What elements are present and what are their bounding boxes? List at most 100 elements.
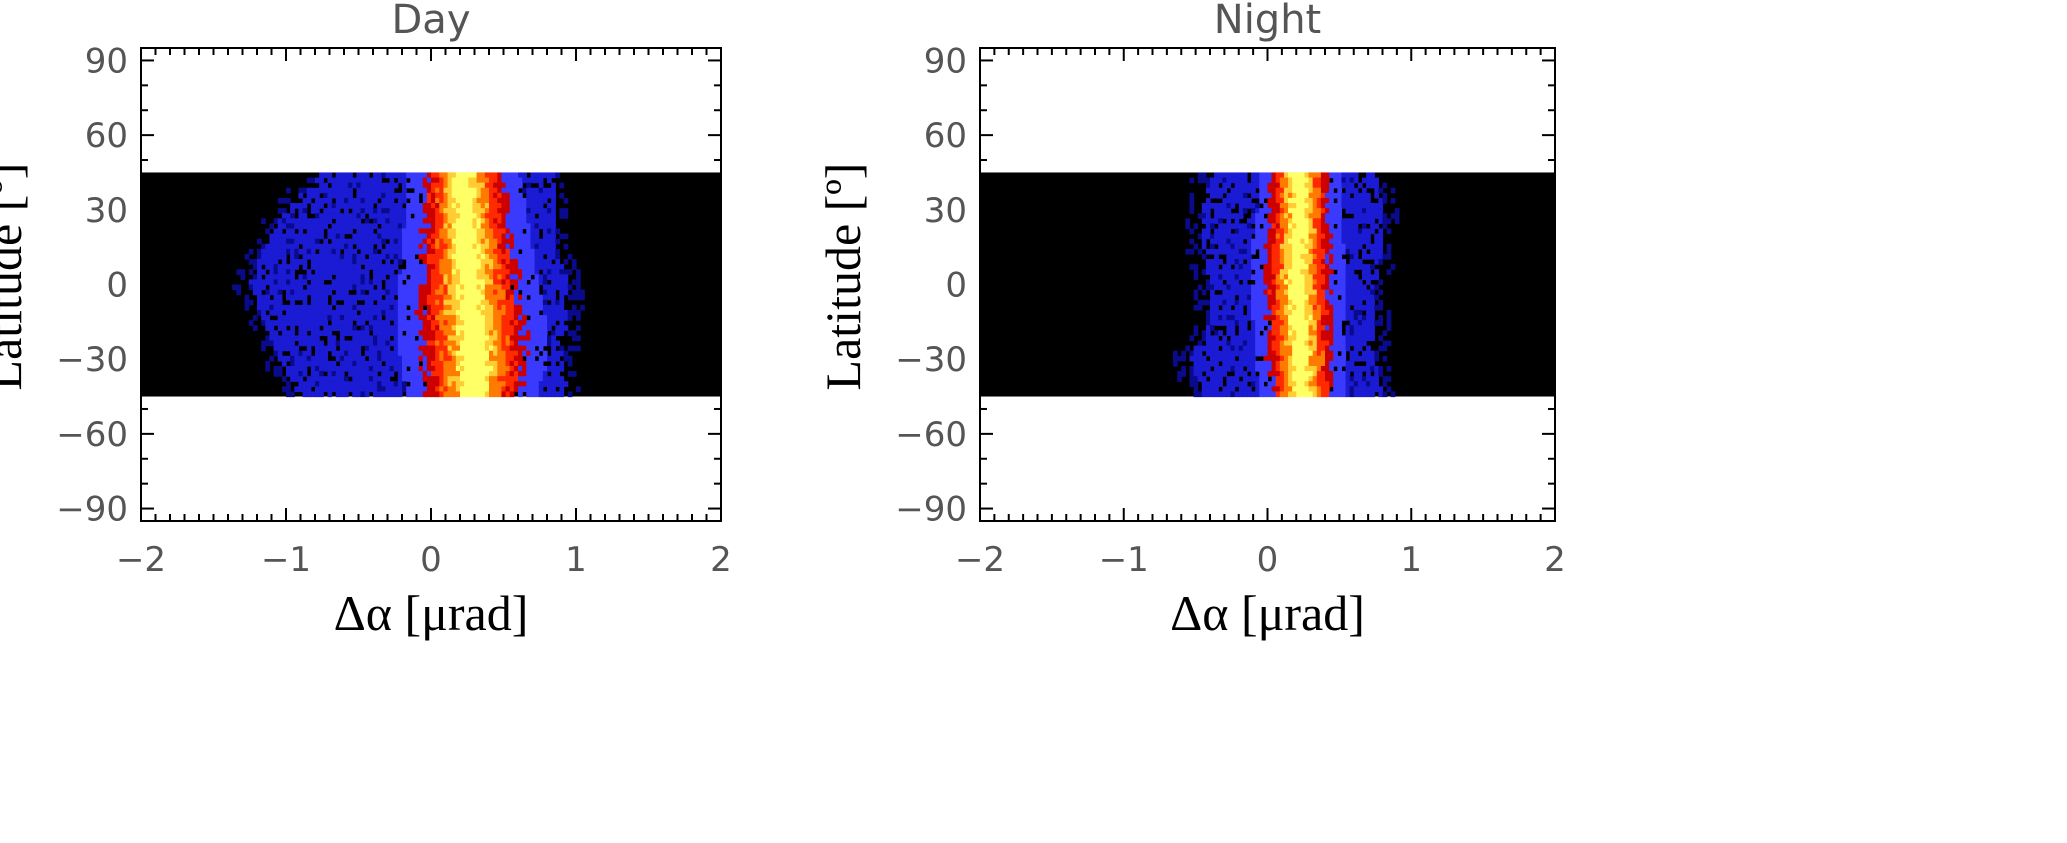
heatmap-cell	[538, 177, 544, 184]
heatmap-cell	[339, 309, 345, 316]
heatmap-cell	[306, 233, 312, 240]
heatmap-cell	[1251, 259, 1256, 265]
heatmap-cell	[455, 315, 461, 321]
heatmap-cell	[530, 197, 536, 204]
heatmap-cell	[472, 172, 478, 179]
heatmap-cell	[393, 340, 399, 347]
heatmap-cell	[1325, 284, 1330, 291]
heatmap-cell	[1366, 197, 1371, 204]
heatmap-cell	[1201, 391, 1207, 398]
heatmap-cell	[389, 325, 395, 331]
heatmap-cell	[493, 177, 498, 184]
heatmap-cell	[381, 340, 387, 347]
heatmap-cell	[410, 355, 416, 362]
heatmap-cell	[435, 371, 440, 377]
heatmap-cell	[1292, 274, 1297, 281]
heatmap-cell	[306, 223, 312, 230]
heatmap-cell	[1230, 360, 1236, 367]
heatmap-cell	[373, 320, 378, 326]
heatmap-cell	[315, 187, 320, 194]
heatmap-cell	[414, 350, 420, 357]
heatmap-cell	[422, 218, 428, 224]
heatmap-cell	[1353, 335, 1359, 342]
heatmap-cell	[497, 330, 503, 337]
heatmap-cell	[269, 309, 275, 316]
heatmap-cell	[294, 253, 300, 260]
heatmap-cell	[356, 274, 362, 281]
heatmap-cell	[1329, 248, 1334, 255]
heatmap-cell	[493, 264, 498, 270]
heatmap-cell	[277, 294, 283, 301]
heatmap-cell	[323, 253, 329, 260]
heatmap-cell	[513, 279, 519, 286]
heatmap-cell	[555, 315, 561, 321]
heatmap-cell	[1263, 289, 1269, 296]
heatmap-cell	[1226, 294, 1232, 301]
heatmap-cell	[1288, 355, 1293, 362]
heatmap-cell	[310, 315, 316, 321]
heatmap-cell	[422, 233, 428, 240]
heatmap-cell	[1390, 187, 1396, 194]
heatmap-cell	[1366, 253, 1371, 260]
heatmap-cell	[555, 269, 561, 275]
heatmap-cell	[484, 192, 490, 199]
heatmap-cell	[1288, 187, 1293, 194]
heatmap-cell	[410, 228, 416, 235]
heatmap-cell	[472, 274, 478, 281]
heatmap-cell	[422, 320, 428, 326]
heatmap-cell	[1246, 238, 1252, 245]
heatmap-cell	[377, 340, 382, 347]
heatmap-cell	[1329, 381, 1334, 387]
heatmap-cell	[509, 371, 515, 377]
heatmap-cell	[1218, 340, 1223, 347]
heatmap-cell	[1349, 294, 1355, 301]
heatmap-cell	[393, 299, 399, 306]
heatmap-cell	[547, 213, 552, 219]
heatmap-cell	[489, 304, 494, 311]
heatmap-cell	[1300, 208, 1306, 214]
heatmap-cell	[1234, 284, 1240, 291]
heatmap-cell	[538, 243, 544, 250]
heatmap-cell	[257, 264, 262, 270]
heatmap-cell	[281, 345, 287, 352]
heatmap-cell	[1275, 269, 1281, 275]
heatmap-cell	[352, 350, 358, 357]
heatmap-cell	[385, 371, 391, 377]
heatmap-cell	[1238, 299, 1244, 306]
heatmap-cell	[447, 309, 453, 316]
heatmap-cell	[1263, 172, 1269, 179]
heatmap-cell	[1361, 335, 1367, 342]
heatmap-cell	[352, 253, 358, 260]
heatmap-cell	[534, 299, 540, 306]
heatmap-cell	[534, 253, 540, 260]
heatmap-cell	[1275, 304, 1281, 311]
heatmap-cell	[373, 279, 378, 286]
heatmap-cell	[460, 340, 465, 347]
heatmap-cell	[1370, 213, 1375, 219]
heatmap-cell	[1349, 223, 1355, 230]
heatmap-cell	[422, 279, 428, 286]
heatmap-cell	[493, 309, 498, 316]
heatmap-cell	[418, 233, 424, 240]
heatmap-cell	[1296, 218, 1301, 224]
heatmap-cell	[563, 309, 569, 316]
heatmap-cell	[464, 264, 469, 270]
heatmap-cell	[302, 320, 308, 326]
heatmap-cell	[567, 355, 573, 362]
heatmap-cell	[431, 360, 436, 367]
heatmap-cell	[1312, 284, 1318, 291]
heatmap-cell	[373, 365, 378, 372]
heatmap-cell	[451, 233, 457, 240]
heatmap-cell	[1230, 294, 1236, 301]
heatmap-cell	[1271, 269, 1277, 275]
heatmap-cell	[1341, 355, 1347, 362]
heatmap-cell	[1288, 294, 1293, 301]
heatmap-cell	[426, 309, 432, 316]
heatmap-cell	[1218, 284, 1223, 291]
heatmap-cell	[1394, 213, 1400, 219]
heatmap-cell	[385, 172, 391, 179]
heatmap-cell	[377, 269, 382, 275]
heatmap-cell	[501, 315, 507, 321]
heatmap-cell	[377, 345, 382, 352]
heatmap-cell	[1333, 299, 1338, 306]
